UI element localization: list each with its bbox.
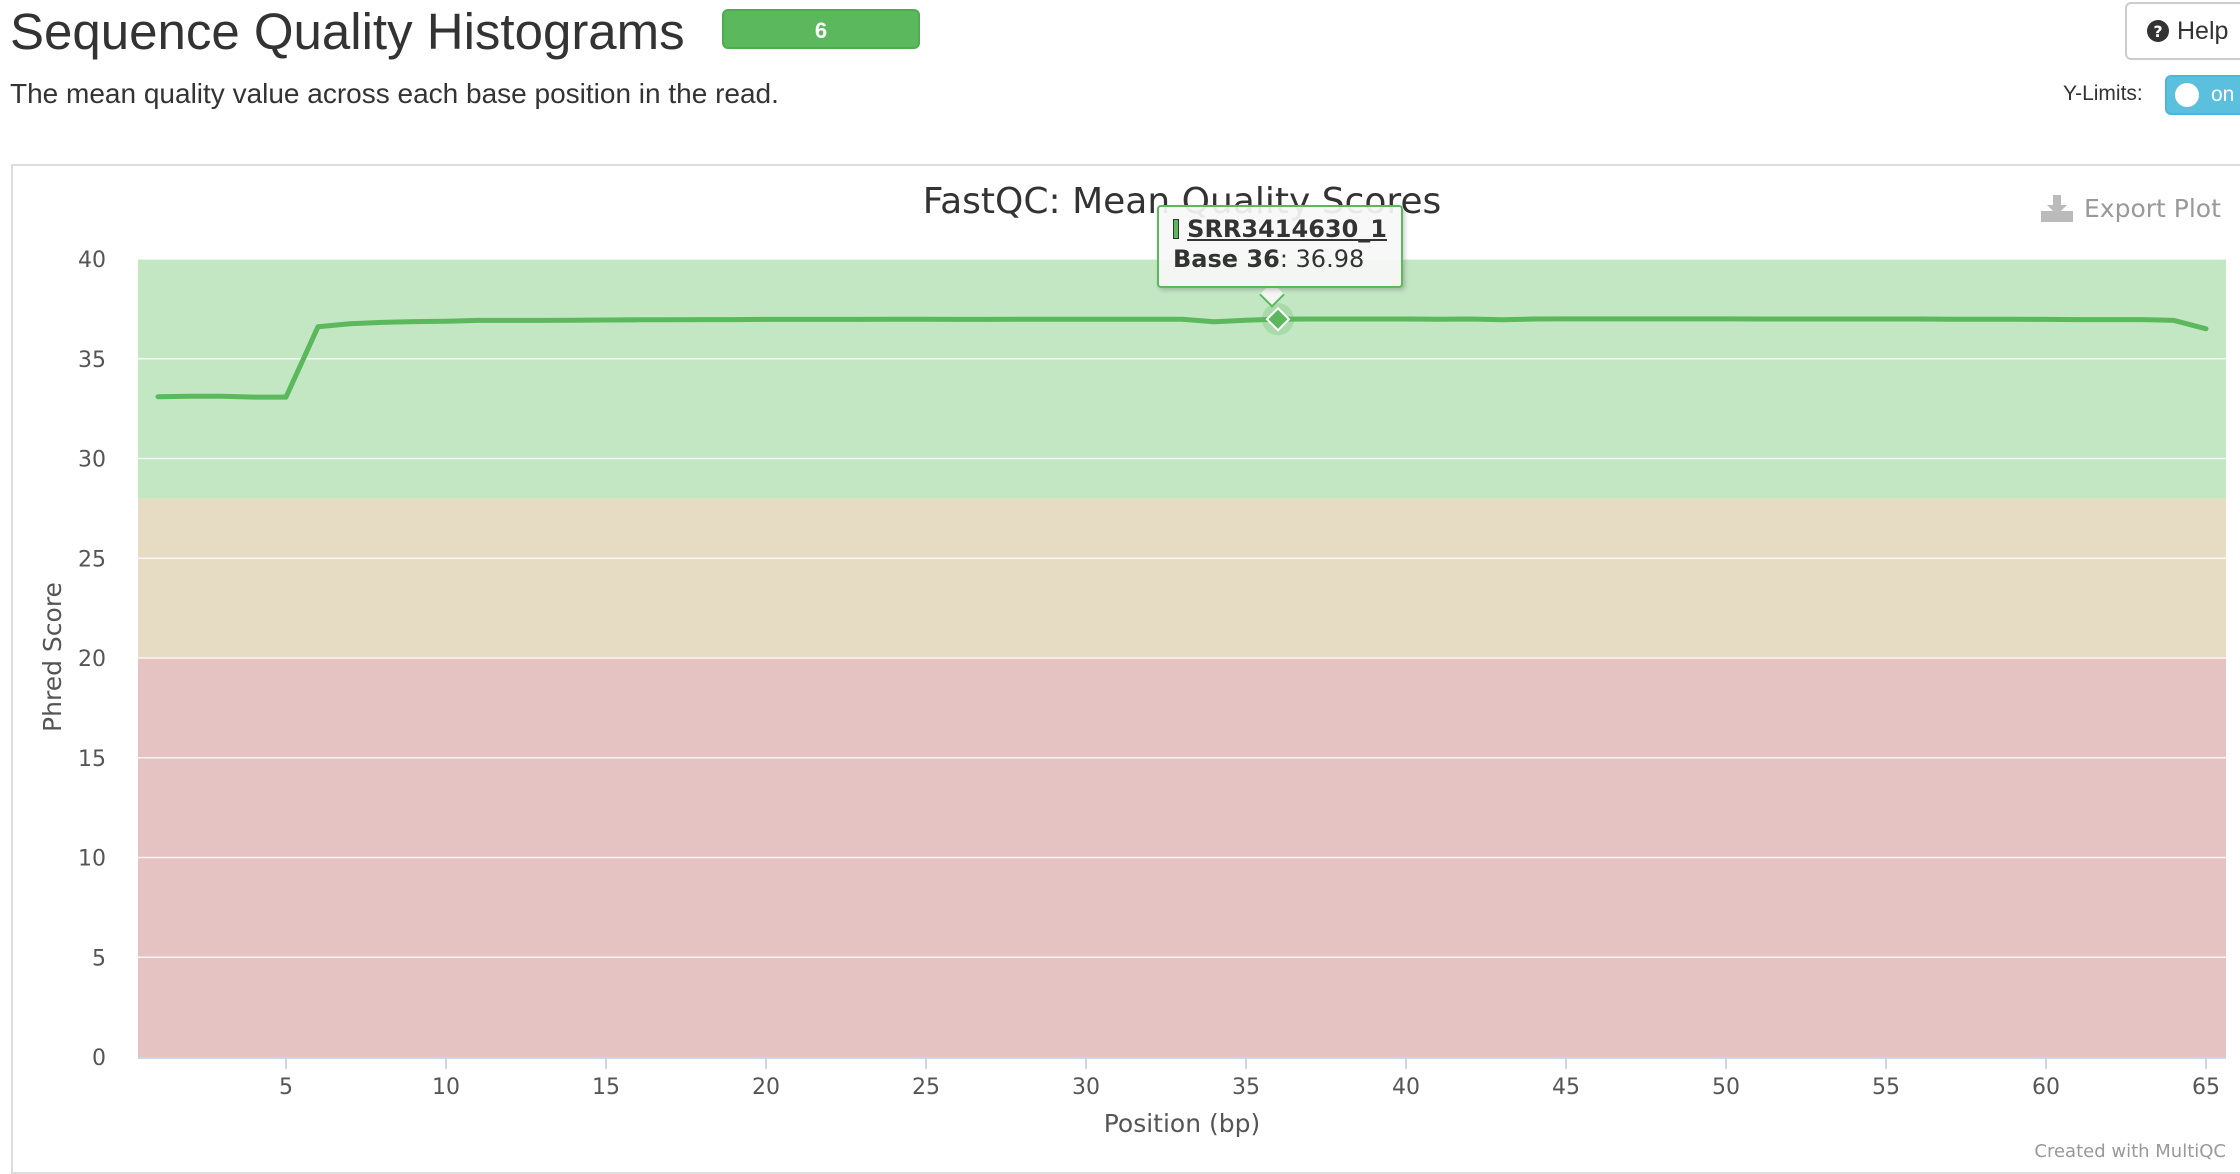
help-button[interactable]: ? Help [2125,2,2240,60]
x-tick-label: 35 [1232,1075,1260,1100]
series-line[interactable] [155,316,2209,400]
y-tick-label: 0 [92,1046,106,1071]
x-tick-label: 25 [912,1075,940,1100]
export-plot-button[interactable]: Export Plot [2040,193,2221,223]
multiqc-credit: Created with MultiQC [2034,1141,2226,1162]
y-tick-label: 15 [78,747,106,772]
x-tick-label: 5 [279,1075,293,1100]
ylimits-toggle-label: on [2211,83,2235,106]
x-tick-label: 65 [2192,1075,2220,1100]
y-tick-label: 40 [78,248,106,273]
axes: 0 5 10 15 20 25 30 35 40 5 10 15 20 25 30 35 40 45 50 55 60 6… [78,248,2226,1100]
y-tick-label: 35 [78,348,106,373]
section-description: The mean quality value across each base … [10,78,779,109]
y-tick-label: 5 [92,946,106,971]
hover-marker [1265,306,1291,332]
x-tick-label: 45 [1552,1075,1580,1100]
tooltip-base-label: Base 36 [1173,245,1280,273]
ylimits-label: Y-Limits: [2063,82,2143,105]
y-tick-label: 30 [78,448,106,473]
x-tick-label: 20 [752,1075,780,1100]
y-tick-label: 10 [78,847,106,872]
series-layer[interactable] [155,303,2209,400]
x-tick-label: 55 [1872,1075,1900,1100]
download-icon [2041,195,2073,222]
x-tick-label: 50 [1712,1075,1740,1100]
gridlines [138,258,2226,958]
quality-band-0 [138,259,2226,499]
x-tick-label: 15 [592,1075,620,1100]
x-tick-label: 40 [1392,1075,1420,1100]
series-color-swatch [1173,219,1180,239]
quality-band-1 [138,498,2226,658]
help-button-label: Help [2177,16,2229,45]
toggle-knob [2175,83,2199,107]
x-tick-label: 10 [432,1075,460,1100]
x-axis-label: Position (bp) [1104,1109,1261,1138]
y-tick-label: 25 [78,547,106,572]
sample-count-badge[interactable]: 6 [722,9,920,49]
export-plot-label: Export Plot [2084,193,2221,223]
question-circle-icon: ? [2147,20,2169,42]
x-tick-label: 60 [2032,1075,2060,1100]
ylimits-toggle[interactable]: on [2165,75,2240,115]
chart-tooltip: SRR3414630_1 Base 36: 36.98 [1157,205,1403,288]
section-title: Sequence Quality Histograms [10,3,685,60]
tooltip-value: : 36.98 [1279,245,1365,273]
x-tick-label: 30 [1072,1075,1100,1100]
tooltip-sample-name[interactable]: SRR3414630_1 [1187,215,1387,243]
y-axis-label: Phred Score [38,582,67,732]
y-tick-label: 20 [78,647,106,672]
